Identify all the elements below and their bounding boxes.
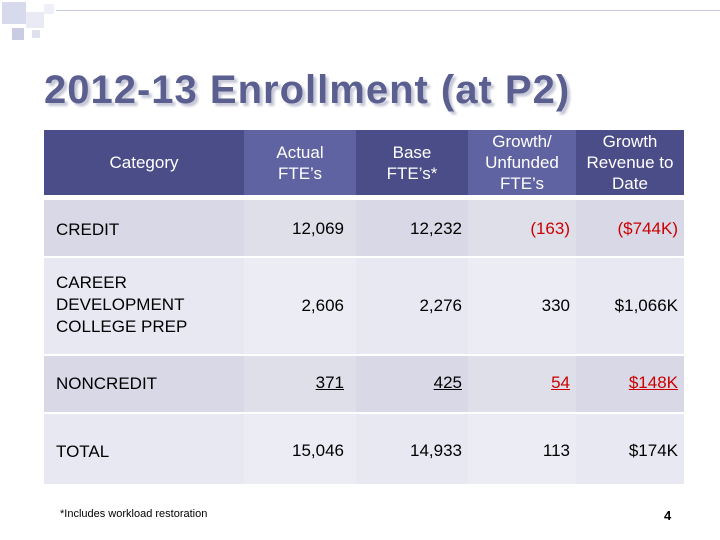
table-row [44, 200, 684, 256]
decor-square [2, 2, 26, 24]
header-base-label: Base FTE’s* [386, 142, 438, 183]
row-label-cdcp: CAREER DEVELOPMENT COLLEGE PREP [56, 273, 188, 336]
table-row [44, 258, 684, 354]
header-revenue-label: Growth Revenue to Date [586, 132, 674, 193]
cell-actual: 371 [315, 373, 344, 392]
table-row [44, 356, 684, 412]
header-growth-fte: Growth/ Unfunded FTE’s [468, 130, 576, 195]
cell-actual-wrap: 371 [244, 373, 344, 393]
row-label-total: TOTAL [56, 442, 110, 461]
cell-actual: 15,046 [292, 441, 344, 460]
cell-revenue: ($744K) [617, 219, 678, 238]
cell-revenue: $1,066K [614, 296, 678, 315]
cell-actual: 12,069 [292, 219, 344, 238]
column-shade [468, 200, 576, 484]
header-actual-fte: Actual FTE’s [244, 130, 356, 195]
cell-growth-wrap: 54 [468, 373, 570, 393]
decor-square [32, 30, 40, 38]
header-growth-label: Growth/ Unfunded FTE’s [485, 132, 559, 193]
header-base-fte: Base FTE’s* [356, 130, 468, 195]
cell-growth: 330 [541, 296, 570, 315]
decor-square [44, 4, 54, 14]
cell-actual: 2,606 [301, 296, 344, 315]
row-label-noncredit: NONCREDIT [56, 374, 158, 393]
header-growth-revenue: Growth Revenue to Date [576, 130, 684, 195]
cell-base-wrap: 425 [356, 373, 462, 393]
header-actual-label: Actual FTE’s [276, 142, 324, 183]
table-row [44, 414, 684, 484]
decor-square [26, 12, 44, 28]
cell-revenue-wrap: $148K [576, 373, 678, 393]
row-label-credit: CREDIT [56, 220, 120, 239]
column-shade [244, 200, 356, 484]
cell-revenue: $174K [628, 441, 678, 460]
decor-line [56, 10, 720, 11]
cell-growth: (163) [530, 219, 570, 238]
cell-base: 14,933 [410, 441, 462, 460]
footnote: *Includes workload restoration [60, 508, 208, 520]
cell-revenue: $148K [628, 373, 678, 392]
decor-square [12, 28, 24, 40]
cell-base: 425 [433, 373, 462, 392]
slide-title: 2012-13 Enrollment (at P2) [44, 68, 571, 112]
cell-base: 12,232 [410, 219, 462, 238]
cell-growth: 113 [542, 441, 570, 460]
header-category: Category [44, 130, 244, 195]
cell-base: 2,276 [419, 296, 462, 315]
page-number: 4 [664, 508, 672, 523]
cell-growth: 54 [551, 373, 570, 392]
